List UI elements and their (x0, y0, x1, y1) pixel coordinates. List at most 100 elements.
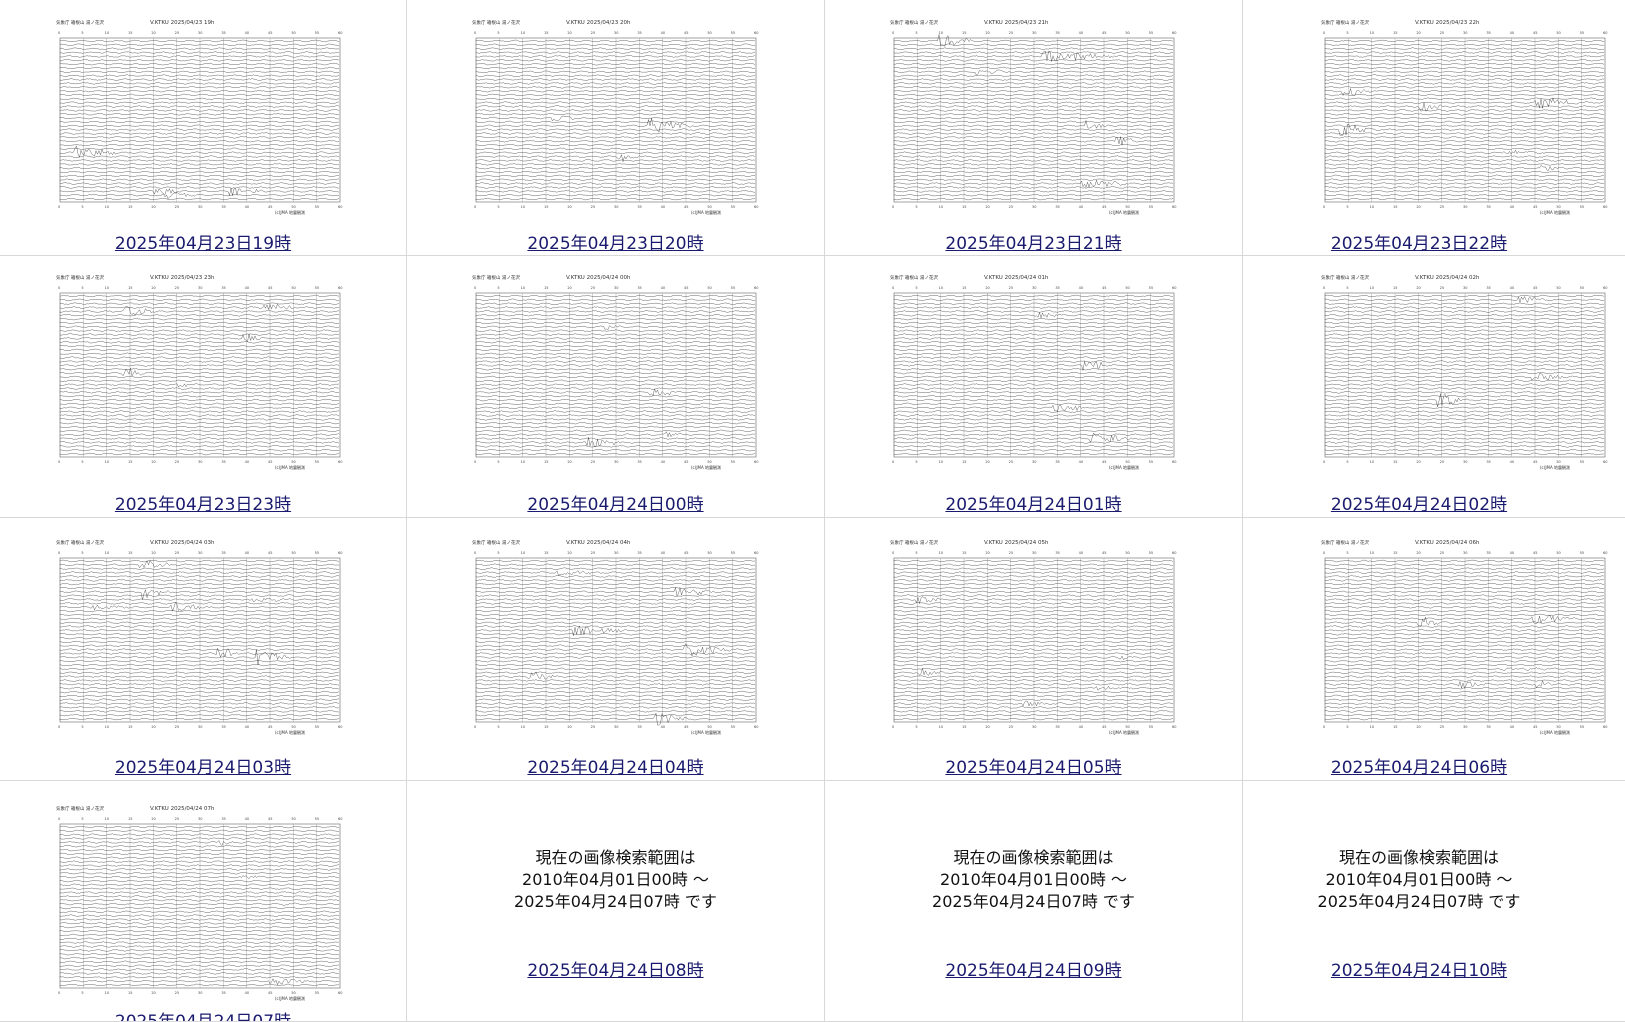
seismogram-trace (1324, 147, 1605, 150)
minute-tick-label: 45 (1533, 31, 1537, 35)
tile-caption-link[interactable]: 2025年04月24日03時 (114, 758, 292, 778)
minute-tick-label: 0 (892, 286, 894, 290)
seismogram-trace (1324, 391, 1605, 394)
seismogram-image[interactable]: 気象庁 箱根山 湯ノ花沢 V.KTKU 2025/04/24 07h (c)JMA … (50, 802, 350, 1002)
minute-tick-label: 40 (661, 551, 665, 555)
minute-tick-label: 5 (81, 817, 83, 821)
minute-tick-label: 25 (1440, 286, 1444, 290)
seismogram-trace (59, 945, 340, 948)
seismogram-trace (893, 113, 1174, 116)
seismogram-station-label: 気象庁 箱根山 湯ノ花沢 (472, 539, 520, 546)
minute-tick-label: 45 (268, 551, 272, 555)
tile-caption-link[interactable]: 2025年04月23日23時 (114, 495, 292, 515)
seismogram-trace (1324, 582, 1605, 586)
minute-tick-label: 15 (544, 286, 548, 290)
seismogram-trace (893, 398, 1174, 402)
notice-line: 現在の画像検索範囲は (1338, 848, 1499, 867)
tile-caption-link[interactable]: 2025年04月24日06時 (1330, 758, 1508, 778)
seismogram-trace (59, 113, 340, 116)
minute-tick-label: 0 (58, 286, 60, 290)
seismogram-image[interactable]: 気象庁 箱根山 湯ノ花沢 V.KTKU 2025/04/23 22h (c)JMA … (1315, 16, 1615, 216)
tile-caption-link[interactable]: 2025年04月23日22時 (1330, 234, 1508, 254)
tile-caption-link[interactable]: 2025年04月24日01時 (945, 495, 1122, 515)
seismogram-trace (475, 368, 756, 371)
minute-tick-label: 20 (151, 205, 155, 209)
minute-tick-label: 25 (175, 991, 179, 995)
minute-tick-label: 20 (985, 551, 989, 555)
seismogram-image[interactable]: 気象庁 箱根山 湯ノ花沢 V.KTKU 2025/04/23 20h (c)JMA … (466, 16, 766, 216)
minute-tick-label: 10 (1370, 31, 1374, 35)
seismogram-trace (59, 956, 340, 960)
seismogram-trace (59, 960, 340, 963)
seismogram-image[interactable]: 気象庁 箱根山 湯ノ花沢 V.KTKU 2025/04/24 04h (c)JMA … (466, 536, 766, 736)
tile-caption-link[interactable]: 2025年04月24日10時 (1330, 961, 1508, 981)
minute-tick-label: 10 (521, 286, 525, 290)
seismogram-tile: 気象庁 箱根山 湯ノ花沢 V.KTKU 2025/04/24 06h (c)JMA … (1243, 518, 1625, 781)
minute-tick-label: 40 (661, 31, 665, 35)
tile-caption-link[interactable]: 2025年04月24日08時 (527, 961, 704, 981)
seismogram-trace (59, 182, 340, 185)
seismogram-image[interactable]: 気象庁 箱根山 湯ノ花沢 V.KTKU 2025/04/24 05h (c)JMA … (884, 536, 1184, 736)
tile-caption-link[interactable]: 2025年04月24日04時 (527, 758, 704, 778)
seismogram-trace (59, 609, 340, 613)
tile-caption-link[interactable]: 2025年04月24日02時 (1330, 495, 1508, 515)
seismogram-image[interactable]: 気象庁 箱根山 湯ノ花沢 V.KTKU 2025/04/23 23h (c)JMA … (50, 271, 350, 471)
seismogram-trace (1324, 698, 1605, 701)
tile-caption-link[interactable]: 2025年04月23日21時 (945, 234, 1122, 254)
seismogram-trace (1324, 86, 1605, 89)
seismogram-trace (475, 579, 756, 582)
seismogram-trace (1324, 87, 1605, 96)
tile-caption-link[interactable]: 2025年04月23日19時 (114, 234, 292, 254)
tile-caption-link[interactable]: 2025年04月24日00時 (527, 495, 704, 515)
tile-caption-link[interactable]: 2025年04月24日07時 (114, 1012, 292, 1022)
seismogram-image[interactable]: 気象庁 箱根山 湯ノ花沢 V.KTKU 2025/04/23 19h (c)JMA … (50, 16, 350, 216)
minute-tick-label: 20 (1416, 460, 1420, 464)
minute-tick-label: 25 (175, 725, 179, 729)
minute-tick-label: 35 (221, 725, 225, 729)
tile-caption-link[interactable]: 2025年04月24日05時 (945, 758, 1122, 778)
seismogram-trace (893, 352, 1174, 355)
minute-tick-label: 5 (1346, 725, 1348, 729)
tile-caption-link[interactable]: 2025年04月24日09時 (945, 961, 1122, 981)
minute-tick-label: 60 (338, 460, 342, 464)
minute-tick-label: 35 (1055, 205, 1059, 209)
minute-tick-label: 5 (1346, 205, 1348, 209)
seismogram-trace (1324, 165, 1605, 171)
seismogram-trace (1324, 640, 1605, 644)
seismogram-trace (475, 105, 756, 108)
notice-line: 2025年04月24日07時 です (932, 892, 1135, 911)
seismogram-image[interactable]: 気象庁 箱根山 湯ノ花沢 V.KTKU 2025/04/24 03h (c)JMA … (50, 536, 350, 736)
seismogram-trace (59, 875, 340, 879)
seismogram-image[interactable]: 気象庁 箱根山 湯ノ花沢 V.KTKU 2025/04/24 02h (c)JMA … (1315, 271, 1615, 471)
minute-tick-label: 20 (567, 286, 571, 290)
tile-caption-link[interactable]: 2025年04月23日20時 (527, 234, 704, 254)
minute-tick-label: 35 (221, 31, 225, 35)
notice-line: 2010年04月01日00時 ～ (1325, 870, 1513, 889)
seismogram-trace (59, 398, 340, 402)
seismogram-trace (1324, 414, 1605, 417)
minute-tick-label: 50 (291, 286, 295, 290)
minute-tick-label: 45 (268, 817, 272, 821)
seismogram-image[interactable]: 気象庁 箱根山 湯ノ花沢 V.KTKU 2025/04/24 00h (c)JMA … (466, 271, 766, 471)
seismogram-trace (475, 143, 756, 147)
seismogram-trace (59, 860, 340, 863)
seismogram-trace (59, 933, 340, 937)
minute-tick-label: 30 (198, 725, 202, 729)
seismogram-image[interactable]: 気象庁 箱根山 湯ノ花沢 V.KTKU 2025/04/24 06h (c)JMA … (1315, 536, 1615, 736)
unavailable-tile: 現在の画像検索範囲は 2010年04月01日00時 ～ 2025年04月24日0… (1243, 781, 1625, 1022)
seismogram-image[interactable]: 気象庁 箱根山 湯ノ花沢 V.KTKU 2025/04/24 01h (c)JMA … (884, 271, 1184, 471)
minute-tick-label: 45 (684, 460, 688, 464)
seismogram-trace (1324, 563, 1605, 566)
minute-tick-label: 50 (1125, 551, 1129, 555)
seismogram-trace (475, 387, 756, 390)
seismogram-image[interactable]: 気象庁 箱根山 湯ノ花沢 V.KTKU 2025/04/23 21h (c)JMA … (884, 16, 1184, 216)
seismogram-trace (59, 663, 340, 667)
seismogram-trace (893, 167, 1174, 170)
seismogram-trace (475, 431, 756, 438)
seismogram-trace (59, 128, 340, 131)
seismogram-trace (59, 714, 340, 717)
seismogram-trace (893, 116, 1174, 120)
seismogram-trace (1324, 329, 1605, 332)
minute-tick-label: 45 (1533, 205, 1537, 209)
minute-tick-label: 55 (731, 460, 735, 464)
